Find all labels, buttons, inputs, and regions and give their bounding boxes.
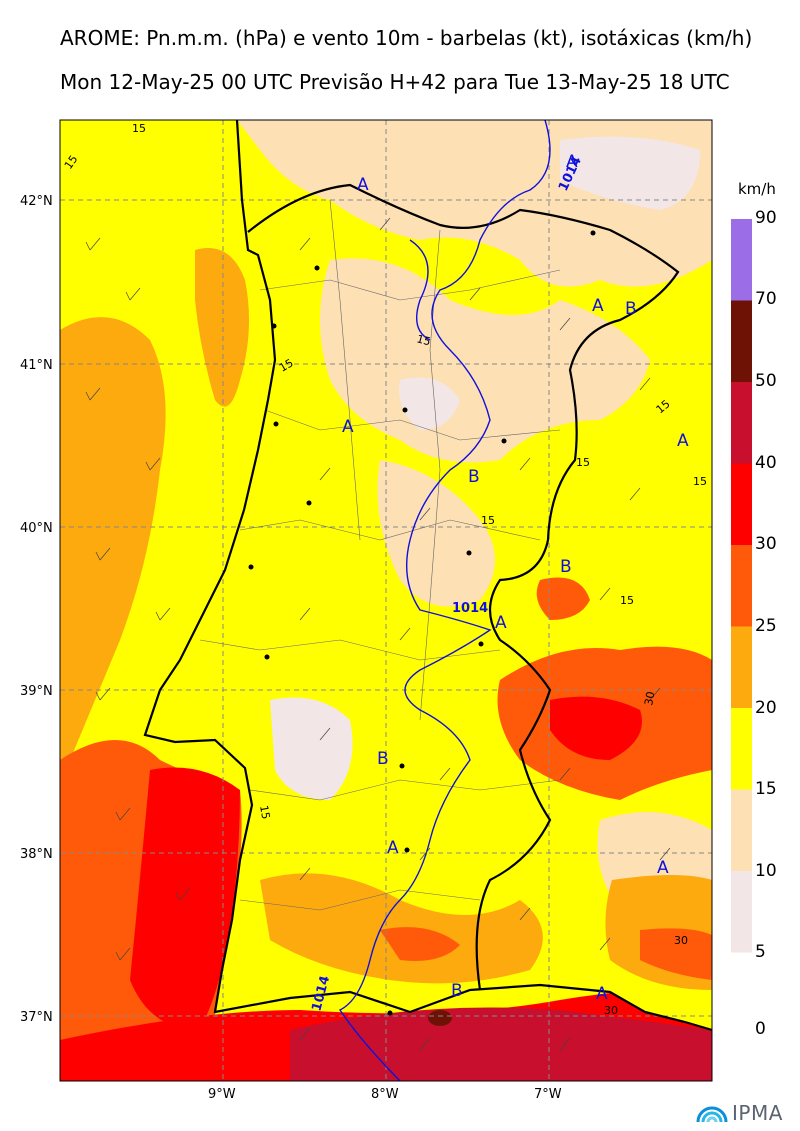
- colorbar-tick-label: 30: [755, 534, 777, 554]
- isotach-label: 30: [604, 1004, 618, 1017]
- graticule: [60, 120, 712, 1081]
- isotach-20-25-ocean: [60, 317, 166, 760]
- map-frame: [59, 119, 713, 1082]
- colorbar-bin: [731, 871, 752, 953]
- colorbar-tick-label: 40: [755, 453, 777, 473]
- colorbar-bin: [731, 789, 752, 871]
- isobar-label: 1014: [452, 601, 488, 616]
- pressure-center: A: [495, 613, 507, 633]
- colorbar-tick-label: 20: [755, 698, 777, 718]
- lat-label: 39°N: [20, 684, 53, 699]
- pressure-center: A: [596, 984, 608, 1004]
- pressure-center: A: [657, 858, 669, 878]
- isotach-5-10-ne: [560, 136, 700, 210]
- pressure-center: A: [677, 431, 689, 451]
- lon-label: 7°W: [534, 1087, 562, 1102]
- lat-label: 38°N: [20, 847, 53, 862]
- isotach-label: 30: [674, 934, 688, 947]
- isotach-25-30-se: [640, 928, 712, 980]
- colorbar-tick-label: 50: [755, 371, 777, 391]
- isotach-5-10-setubal: [270, 697, 353, 800]
- coastline: [143, 120, 712, 1032]
- forecast-time-subtitle: Mon 12-May-25 00 UTC Previsão H+42 para …: [60, 70, 730, 94]
- colorbar: [731, 219, 752, 953]
- colorbar-bin: [731, 626, 752, 708]
- colorbar-bin: [731, 219, 752, 301]
- isotach-label: 15: [693, 475, 707, 488]
- ipma-logo-text: IPMA: [732, 1101, 783, 1125]
- isotach-label: 15: [620, 594, 634, 607]
- colorbar-bin: [731, 382, 752, 464]
- colorbar-bin: [731, 545, 752, 627]
- colorbar-tick-label: 5: [755, 942, 766, 962]
- ipma-logo-icon: [696, 1106, 728, 1123]
- pressure-center: B: [560, 557, 572, 577]
- pressure-center: B: [468, 467, 480, 487]
- isotach-20-25-nearshore: [195, 248, 249, 407]
- lat-label: 37°N: [20, 1010, 53, 1025]
- border-spain: [247, 183, 680, 991]
- lat-label: 41°N: [20, 358, 53, 373]
- isotach-30-40-sw: [130, 767, 240, 1030]
- colorbar-bin: [731, 708, 752, 790]
- pressure-center: A: [342, 417, 354, 437]
- colorbar-bin: [731, 300, 752, 382]
- lon-label: 8°W: [371, 1087, 399, 1102]
- lon-label: 9°W: [208, 1087, 236, 1102]
- isotach-5-10-center: [399, 377, 460, 430]
- isotach-label: 15: [257, 804, 272, 820]
- pressure-center: A: [566, 152, 578, 172]
- colorbar-tick-label: 10: [755, 861, 777, 881]
- isotach-50-70-spot: [428, 1010, 452, 1026]
- isotach-label: 15: [415, 332, 432, 348]
- isotach-25-30-algarve: [380, 927, 460, 961]
- lat-label: 42°N: [20, 194, 53, 209]
- pressure-center: B: [377, 749, 389, 769]
- isotach-40-50-south: [290, 1007, 712, 1081]
- isobars: [338, 120, 551, 1081]
- isotach-label: 15: [576, 456, 590, 469]
- pressure-center: A: [357, 175, 369, 195]
- pressure-center: A: [592, 296, 604, 316]
- pressure-center: B: [625, 299, 637, 319]
- isotach-10-15-central-north: [320, 258, 650, 463]
- isotach-label: 15: [132, 122, 146, 135]
- pressure-center: A: [387, 838, 399, 858]
- lat-label: 40°N: [20, 521, 53, 536]
- map-title: AROME: Pn.m.m. (hPa) e vento 10m - barbe…: [60, 26, 753, 50]
- isotach-label: 15: [277, 356, 296, 374]
- isotach-30-40-east: [550, 696, 642, 760]
- pressure-center: B: [451, 981, 463, 1001]
- colorbar-tick-label: 25: [755, 616, 777, 636]
- colorbar-bin: [731, 463, 752, 545]
- wind-barbs: [85, 217, 671, 1051]
- legend-unit: km/h: [738, 180, 776, 198]
- colorbar-tick-label: 15: [755, 779, 777, 799]
- colorbar-tick-label: 70: [755, 289, 777, 309]
- isotach-25-30-spot: [536, 577, 590, 620]
- colorbar-tick-label: 0: [755, 1019, 766, 1039]
- city-markers: [248, 230, 596, 1016]
- isotach-label: 30: [642, 690, 657, 706]
- isotach-label: 15: [481, 514, 495, 527]
- district-boundaries: [199, 199, 561, 911]
- colorbar-tick-label: 90: [755, 208, 777, 228]
